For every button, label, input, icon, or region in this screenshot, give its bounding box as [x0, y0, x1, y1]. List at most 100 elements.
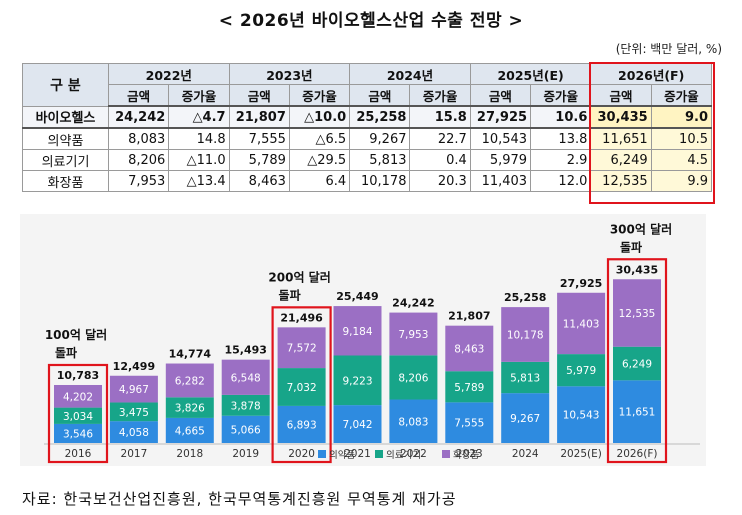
milestone-annotation: 100억 달러: [45, 327, 107, 342]
year-header: 2024년: [349, 63, 471, 85]
amount-cell: 30,435: [590, 105, 652, 129]
milestone-annotation: 200억 달러: [268, 269, 330, 284]
growth-cell: 15.8: [409, 105, 471, 129]
amount-cell: 8,206: [107, 149, 170, 171]
x-tick-label: 2017: [121, 448, 148, 460]
segment-value-label: 11,403: [563, 318, 600, 330]
bar-segment: [54, 423, 102, 443]
year-header: 2025년(E): [469, 63, 592, 85]
growth-cell: △6.5: [288, 127, 351, 150]
segment-value-label: 4,058: [119, 427, 149, 439]
bar-segment: [109, 402, 158, 422]
year-header: 2023년: [228, 63, 351, 85]
segment-value-label: 8,083: [398, 416, 428, 428]
segment-value-label: 7,953: [398, 329, 428, 341]
growth-cell: △4.7: [168, 105, 230, 129]
bar-segment: [277, 327, 326, 369]
bar-segment: [221, 394, 270, 416]
x-tick-label: 2022: [400, 448, 427, 460]
segment-value-label: 7,032: [287, 382, 317, 394]
sub-header-amount: 금액: [590, 84, 652, 107]
bar-segment: [389, 355, 438, 400]
segment-value-label: 5,789: [454, 382, 484, 394]
milestone-annotation: 300억 달러: [610, 221, 672, 236]
segment-value-label: 7,042: [342, 419, 372, 431]
amount-cell: 10,543: [469, 127, 532, 150]
segment-value-label: 8,463: [454, 343, 484, 355]
bar-segment: [389, 399, 438, 443]
sub-header-growth: 증가율: [168, 84, 230, 107]
growth-cell: 12.0: [530, 170, 592, 192]
milestone-highlight-box: [47, 363, 109, 464]
amount-cell: 10,178: [349, 170, 411, 192]
bar-total-label: 27,925: [560, 277, 602, 290]
segment-value-label: 6,282: [175, 375, 205, 387]
milestone-highlight-box: [606, 258, 668, 464]
source-note: 자료: 한국보건산업진흥원, 한국무역통계진흥원 무역통계 재가공: [22, 490, 457, 508]
bar-segment: [333, 405, 382, 443]
segment-value-label: 7,555: [454, 418, 484, 430]
bar-segment: [333, 306, 382, 356]
amount-cell: 27,925: [469, 105, 532, 129]
x-tick-label: 2025(E): [560, 448, 602, 460]
amount-cell: 11,651: [590, 127, 652, 150]
bar-total-label: 25,258: [504, 291, 546, 304]
legend-swatch: [442, 450, 450, 458]
bar-segment: [54, 407, 102, 424]
bar-segment: [445, 371, 494, 403]
bar-segment: [501, 307, 550, 362]
segment-value-label: 11,651: [619, 407, 656, 419]
bar-segment: [613, 346, 661, 381]
segment-value-label: 5,066: [231, 424, 261, 436]
x-tick-label: 2021: [344, 448, 371, 460]
bar-segment: [221, 415, 270, 443]
bar-segment: [501, 393, 550, 443]
segment-value-label: 4,967: [119, 384, 149, 396]
segment-value-label: 4,202: [63, 391, 93, 403]
bar-segment: [613, 279, 661, 347]
bar-total-label: 14,774: [169, 348, 212, 361]
row-label: 화장품: [22, 170, 109, 192]
export-stacked-bar-chart: 3,546 3,034 4,202 10,783 2016 4,058 3,475 4,967…: [44, 221, 700, 464]
sub-header-amount: 금액: [107, 84, 170, 107]
bar-segment: [165, 397, 214, 418]
segment-value-label: 6,548: [231, 372, 261, 384]
bar-segment: [165, 417, 214, 443]
bar-total-label: 30,435: [616, 263, 658, 276]
bar-segment: [221, 359, 270, 395]
segment-value-label: 6,249: [622, 359, 652, 371]
year-header: 2026년(F): [590, 63, 712, 85]
bar-segment: [109, 421, 158, 443]
segment-value-label: 10,178: [507, 329, 544, 341]
table-row-total: 바이오헬스 24,242 △4.7 21,807 △10.0 25,258 15.8 27,9…: [22, 105, 713, 129]
segment-value-label: 12,535: [619, 308, 656, 320]
bar-segment: [557, 386, 606, 443]
segment-value-label: 3,546: [63, 428, 93, 440]
bar-total-label: 15,493: [224, 344, 266, 357]
bar-segment: [557, 354, 606, 387]
bar-total-label: 12,499: [113, 360, 155, 373]
growth-cell: △10.0: [288, 105, 351, 129]
table-header-row: 구 분 2022년 2023년 2024년 2025년(E) 2026년(F): [22, 63, 712, 107]
legend-label: 의약품: [329, 449, 355, 461]
growth-cell: 10.6: [530, 105, 592, 129]
x-tick-label: 2026(F): [617, 448, 658, 460]
growth-cell: 9.0: [650, 105, 713, 129]
growth-cell: 10.5: [650, 127, 713, 150]
segment-value-label: 3,475: [119, 407, 149, 419]
segment-value-label: 5,979: [566, 365, 596, 377]
segment-value-label: 9,267: [510, 413, 540, 425]
bar-segment: [445, 325, 494, 372]
sub-header-growth: 증가율: [409, 84, 471, 107]
amount-cell: 8,463: [228, 170, 290, 192]
legend-swatch: [375, 450, 383, 458]
amount-cell: 7,953: [107, 170, 170, 192]
amount-cell: 21,807: [228, 105, 290, 129]
sub-header-amount: 금액: [228, 84, 290, 107]
amount-cell: 5,789: [228, 149, 290, 171]
amount-cell: 6,249: [590, 149, 652, 171]
milestone-highlight-box: [271, 306, 332, 464]
amount-cell: 9,267: [349, 127, 411, 150]
export-table: 구 분 2022년 2023년 2024년 2025년(E) 2026년(F) …: [22, 63, 713, 192]
sub-header-growth: 증가율: [650, 84, 713, 107]
